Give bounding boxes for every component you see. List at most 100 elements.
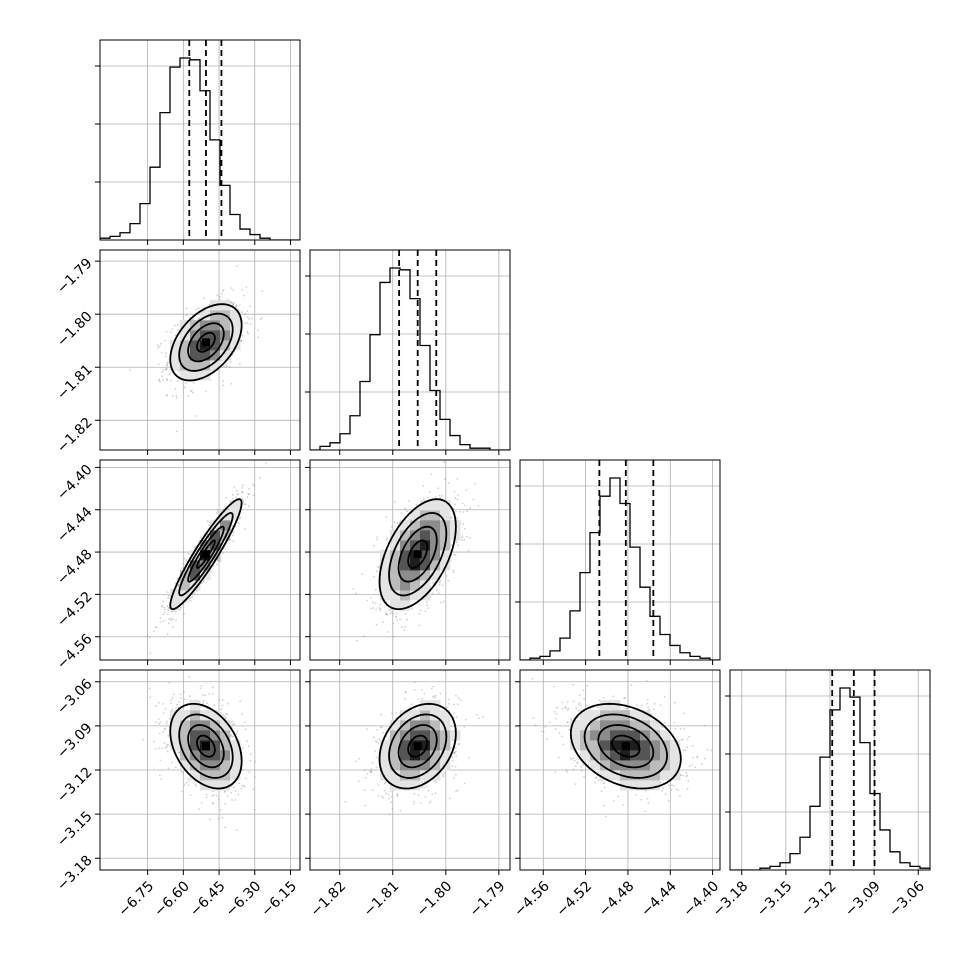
- sample-point: [404, 613, 407, 615]
- sample-point: [164, 355, 167, 358]
- sample-point: [176, 430, 178, 433]
- sample-point: [175, 707, 178, 710]
- sample-point: [456, 789, 459, 792]
- sample-point: [202, 297, 205, 299]
- sample-point: [236, 493, 239, 496]
- sample-point: [230, 287, 233, 290]
- density-cell: [420, 740, 431, 751]
- sample-point: [235, 733, 238, 735]
- sample-point: [193, 547, 196, 550]
- density-cell: [400, 550, 411, 561]
- sample-point: [375, 570, 378, 573]
- density-cell: [220, 750, 231, 761]
- sample-point: [453, 703, 455, 706]
- contour-level-2: [187, 724, 225, 769]
- sample-point: [246, 316, 249, 318]
- sample-point: [377, 784, 380, 786]
- density-cell: [390, 770, 401, 781]
- sample-point: [162, 379, 165, 382]
- sample-point: [457, 703, 459, 706]
- sample-point: [245, 503, 247, 506]
- sample-point: [254, 760, 256, 763]
- sample-point: [169, 617, 172, 619]
- sample-point: [385, 613, 387, 616]
- sample-point: [457, 743, 460, 746]
- sample-point: [441, 773, 444, 776]
- density-cell: [200, 350, 211, 361]
- sample-point: [477, 505, 480, 507]
- sample-point: [456, 498, 459, 501]
- density-cell: [420, 770, 431, 781]
- density-cell: [410, 560, 421, 571]
- density-cell: [220, 350, 231, 361]
- sample-point: [458, 742, 461, 745]
- sample-point: [222, 380, 225, 382]
- density-cell: [210, 730, 221, 741]
- sample-point: [458, 510, 461, 513]
- sample-point: [148, 687, 151, 690]
- sample-point: [462, 523, 465, 525]
- sample-point: [217, 560, 220, 562]
- sample-point: [448, 797, 451, 800]
- sample-point: [410, 703, 413, 706]
- sample-point: [185, 307, 188, 310]
- sample-point: [464, 504, 466, 507]
- sample-point: [158, 345, 161, 348]
- sample-point: [390, 801, 393, 804]
- sample-point: [432, 696, 435, 698]
- sample-point: [155, 721, 158, 723]
- sample-point: [201, 582, 203, 584]
- sample-point: [455, 755, 457, 757]
- sample-point: [248, 493, 251, 496]
- sample-point: [396, 794, 399, 797]
- sample-point: [187, 394, 190, 397]
- sample-point: [252, 788, 255, 791]
- sample-point: [429, 800, 432, 803]
- sample-point: [423, 786, 425, 789]
- sample-point: [578, 702, 581, 705]
- sample-point: [164, 727, 166, 730]
- sample-point: [427, 496, 429, 499]
- sample-point: [252, 494, 255, 497]
- sample-point: [455, 694, 457, 697]
- sample-point: [241, 334, 244, 337]
- sample-point: [374, 740, 377, 742]
- sample-point: [426, 601, 428, 604]
- sample-point: [383, 789, 386, 792]
- sample-point: [366, 728, 368, 730]
- sample-point: [453, 712, 455, 714]
- sample-point: [370, 771, 372, 774]
- density-cell: [440, 550, 451, 561]
- sample-point: [455, 750, 457, 753]
- density-cell: [190, 370, 201, 381]
- sample-point: [219, 295, 221, 298]
- sample-point: [232, 531, 235, 533]
- sample-point: [399, 618, 402, 621]
- sample-point: [177, 329, 180, 331]
- sample-point: [165, 379, 168, 382]
- sample-point: [166, 613, 169, 616]
- sample-point: [438, 581, 441, 584]
- sample-point: [363, 769, 366, 772]
- sample-point: [357, 780, 360, 783]
- density-cell: [380, 560, 391, 571]
- density-cell: [190, 730, 201, 741]
- sample-point: [157, 379, 160, 382]
- sample-point: [179, 697, 182, 700]
- density-cell: [180, 340, 191, 351]
- contour-level-1: [407, 734, 429, 758]
- sample-point: [395, 615, 397, 618]
- sample-point: [233, 723, 236, 725]
- sample-point: [238, 782, 241, 785]
- sample-point: [163, 606, 166, 609]
- sample-point: [418, 613, 421, 615]
- sample-point: [155, 626, 157, 629]
- panel-2-1-axes: [305, 460, 510, 665]
- sample-point: [477, 717, 480, 720]
- density-cell: [440, 530, 451, 541]
- density-cell: [220, 780, 231, 791]
- sample-point: [380, 713, 382, 716]
- sample-point: [225, 713, 227, 716]
- sample-point: [164, 728, 167, 731]
- sample-point: [235, 496, 237, 499]
